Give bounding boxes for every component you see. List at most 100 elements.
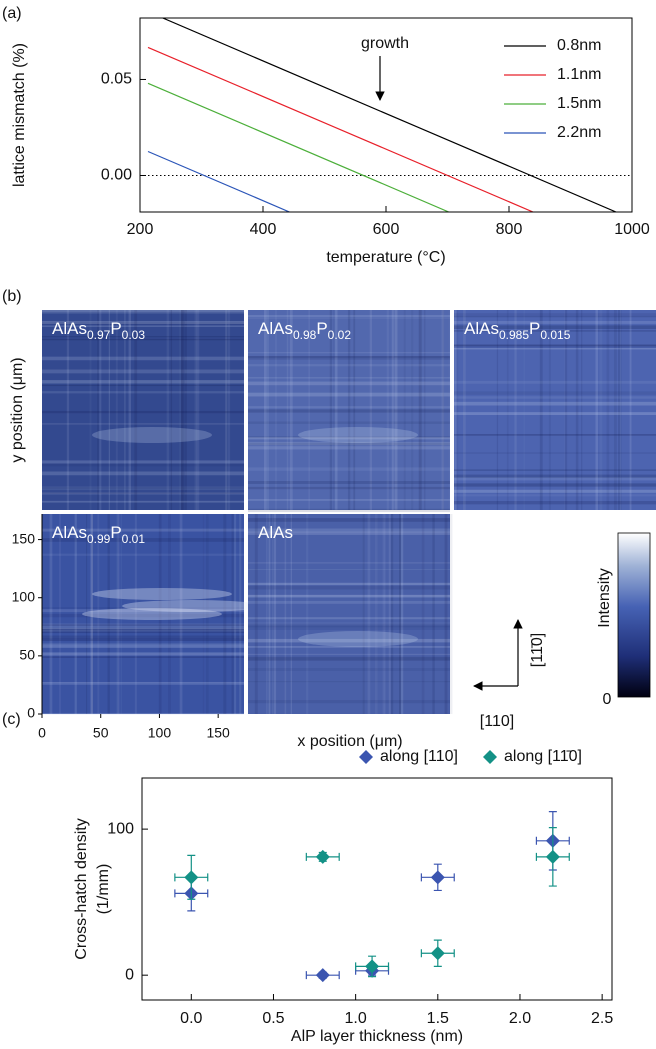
texture	[399, 514, 402, 714]
y-tick-label: 100	[12, 588, 36, 604]
texture	[454, 494, 656, 497]
texture	[367, 514, 371, 714]
texture	[42, 627, 244, 631]
texture	[194, 310, 198, 510]
texture	[421, 514, 425, 714]
texture	[97, 310, 99, 510]
texture	[448, 310, 450, 510]
point	[430, 870, 445, 885]
texture	[581, 310, 583, 510]
texture	[248, 531, 450, 535]
panel-label: (a)	[2, 5, 22, 22]
image-background	[42, 310, 244, 510]
label-part: P	[110, 319, 121, 338]
colorbar-tick-label: 0	[603, 691, 612, 708]
texture	[42, 310, 244, 314]
texture	[441, 310, 445, 510]
texture	[248, 392, 450, 397]
texture	[42, 423, 244, 425]
texture	[97, 514, 100, 714]
point	[315, 849, 330, 864]
series-line	[147, 150, 290, 212]
texture	[248, 656, 450, 661]
texture	[264, 310, 267, 510]
texture	[248, 582, 450, 586]
x-axis-label: temperature (°C)	[326, 249, 445, 266]
y-tick-label: 0	[27, 705, 35, 721]
texture	[42, 609, 244, 613]
texture	[248, 480, 450, 484]
texture	[454, 391, 656, 395]
texture	[92, 427, 212, 443]
y-axis-label: (1/mm)	[95, 864, 112, 915]
texture	[384, 514, 386, 714]
texture	[329, 310, 333, 510]
texture	[42, 528, 244, 532]
texture	[454, 483, 656, 487]
texture	[298, 631, 418, 647]
image-background	[248, 310, 450, 510]
texture	[306, 514, 309, 714]
texture	[454, 452, 656, 454]
texture	[248, 657, 450, 661]
texture	[42, 356, 244, 361]
texture	[595, 310, 599, 510]
legend-label: 1.5nm	[557, 95, 601, 112]
texture	[248, 436, 450, 439]
texture	[618, 310, 620, 510]
texture	[42, 391, 244, 394]
texture	[42, 553, 244, 556]
point	[184, 870, 199, 885]
image-background	[42, 514, 244, 714]
texture	[42, 613, 244, 618]
texture	[170, 310, 173, 510]
texture	[248, 409, 450, 413]
direction-label: [11̄0]	[529, 633, 546, 667]
texture	[86, 514, 88, 714]
texture	[124, 310, 126, 510]
texture	[248, 622, 450, 625]
image-background	[454, 310, 656, 510]
texture	[42, 629, 244, 634]
label-part: P	[110, 523, 121, 542]
point	[545, 849, 560, 864]
texture	[74, 514, 77, 714]
series-line	[147, 82, 449, 212]
texture	[411, 310, 414, 510]
x-tick-label: 150	[206, 725, 230, 741]
image-panel: AlAs0.97P0.03	[42, 310, 244, 510]
x-tick-label: 0.5	[262, 1010, 284, 1027]
x-tick-label: 100	[148, 725, 172, 741]
label-part: AlAs	[52, 523, 87, 542]
texture	[115, 310, 118, 510]
texture	[42, 644, 244, 648]
label-part: 0.01	[122, 532, 146, 546]
texture	[248, 594, 450, 597]
texture	[290, 514, 292, 714]
texture	[382, 514, 386, 714]
x-tick-label: 2.0	[509, 1010, 531, 1027]
texture	[42, 624, 244, 627]
texture	[248, 467, 450, 471]
label-part: 0.03	[122, 328, 146, 342]
texture	[42, 384, 244, 387]
series-line	[147, 46, 534, 212]
texture	[548, 310, 551, 510]
texture	[248, 317, 450, 319]
texture	[248, 569, 450, 571]
image-background	[248, 514, 450, 714]
texture	[334, 310, 338, 510]
texture	[248, 406, 450, 409]
texture	[42, 369, 244, 374]
texture	[42, 642, 244, 646]
texture	[454, 501, 656, 505]
texture	[49, 514, 53, 714]
texture	[506, 310, 509, 510]
texture	[248, 356, 450, 360]
label-part: 0.98	[293, 328, 317, 342]
x-tick-label: 1.5	[427, 1010, 449, 1027]
texture	[122, 600, 262, 612]
texture	[248, 600, 450, 604]
texture	[42, 487, 244, 489]
